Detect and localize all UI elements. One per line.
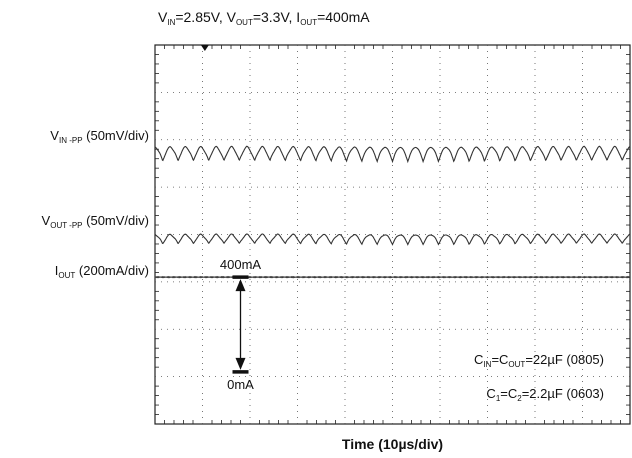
annotations: 400mA 0mA — [220, 257, 262, 392]
channel-label-vin-part: IN -PP — [59, 136, 83, 145]
capacitor-note-part: =2.2µF (0603) — [522, 386, 604, 401]
channel-label-vout-part: (50mV/div) — [83, 213, 149, 228]
capacitor-note-part: =C — [491, 352, 508, 367]
chart-title-part: =400mA — [317, 9, 370, 25]
capacitor-note-part: C — [474, 352, 483, 367]
arrow-down-icon — [235, 357, 246, 370]
arrow-up-icon — [235, 279, 246, 292]
capacitor-note-part: IN — [483, 360, 491, 369]
graticule-frame — [154, 44, 631, 425]
capacitor-note-part: C — [486, 386, 495, 401]
capacitor-note-part: 1 — [496, 394, 501, 403]
capacitor-note: CIN=COUT=22µF (0805) — [474, 352, 604, 369]
trace-vout — [154, 233, 631, 246]
trace-iout — [154, 275, 631, 279]
chart-title-part: OUT — [300, 18, 317, 27]
channel-label-vin-part: (50mV/div) — [83, 128, 149, 143]
channel-label-vout-part: OUT -PP — [50, 221, 82, 230]
channel-label-vin-part: V — [50, 128, 59, 143]
chart-title-part: IN — [167, 18, 175, 27]
capacitor-note: C1=C2=2.2µF (0603) — [486, 386, 604, 403]
capacitor-note-part: 2 — [517, 394, 522, 403]
channel-label-iout-part: (200mA/div) — [75, 263, 149, 278]
chart-title-part: =3.3V, I — [253, 9, 300, 25]
chart-title-part: V — [158, 9, 168, 25]
capacitor-note-part: =C — [500, 386, 517, 401]
current-top-label: 400mA — [220, 257, 262, 272]
trigger-marker-icon — [200, 45, 209, 51]
trace-vin — [154, 145, 631, 164]
capacitor-note-part: OUT — [508, 360, 525, 369]
chart-title-part: =2.85V, V — [175, 9, 236, 25]
channel-label-vin: VIN -PP (50mV/div) — [50, 128, 149, 145]
chart-title: VIN=2.85V, VOUT=3.3V, IOUT=400mA — [158, 9, 370, 27]
channel-label-iout: IOUT (200mA/div) — [55, 263, 149, 280]
graticule — [154, 44, 631, 425]
channel-label-iout-part: I — [55, 263, 59, 278]
capacitor-note-part: =22µF (0805) — [525, 352, 604, 367]
channel-label-vout: VOUT -PP (50mV/div) — [42, 213, 149, 230]
chart-title-part: OUT — [236, 18, 253, 27]
x-axis-label: Time (10µs/div) — [342, 436, 443, 452]
current-bottom-label: 0mA — [227, 377, 254, 392]
channel-label-iout-part: OUT — [58, 271, 75, 280]
channel-label-vout-part: V — [42, 213, 51, 228]
